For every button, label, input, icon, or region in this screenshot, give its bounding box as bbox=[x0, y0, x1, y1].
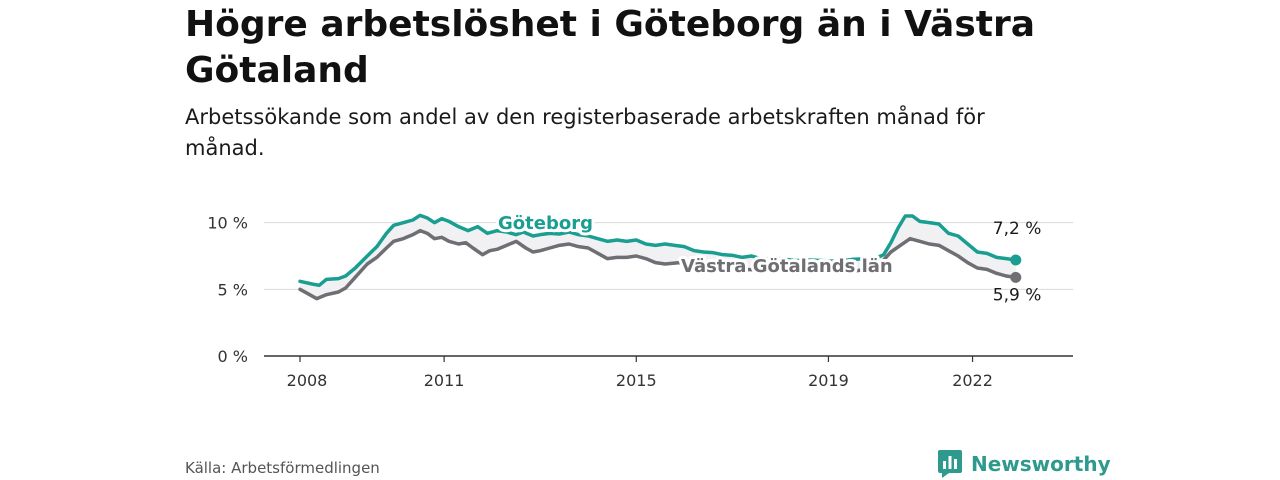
source-note: Källa: Arbetsförmedlingen bbox=[185, 459, 380, 477]
line-chart: 2008 2011 2015 2019 2022 0 % 5 % 10 % 7,2 % 5,9… bbox=[207, 210, 1073, 390]
vastra-gotaland-line bbox=[298, 228, 1018, 301]
x-tick-label: 2019 bbox=[808, 371, 849, 390]
chart-title: Högre arbetslöshet i Göteborg än i Västr… bbox=[185, 4, 1036, 91]
x-tick-label: 2011 bbox=[424, 371, 465, 390]
x-tick-label: 2022 bbox=[952, 371, 993, 390]
series-labels: 7,2 % 5,9 % Göteborg Västra Götalands län bbox=[495, 210, 1042, 305]
vastra-end-value: 5,9 % bbox=[993, 285, 1042, 305]
chart-subtitle: Arbetssökande som andel av den registerb… bbox=[185, 105, 985, 160]
vastra-series-label: Västra Götalands län bbox=[681, 256, 893, 277]
y-tick-label: 0 % bbox=[218, 347, 248, 366]
difference-band bbox=[300, 215, 1016, 299]
series-lines bbox=[298, 213, 1018, 301]
newsworthy-logo-icon bbox=[938, 450, 962, 478]
brand-logo: Newsworthy bbox=[937, 449, 1111, 479]
goteborg-line bbox=[298, 213, 1018, 288]
x-axis-ticks: 2008 2011 2015 2019 2022 bbox=[287, 356, 993, 390]
goteborg-end-marker bbox=[1010, 254, 1022, 266]
goteborg-series-label: Göteborg bbox=[498, 213, 593, 234]
y-axis-ticks: 0 % 5 % 10 % bbox=[207, 214, 248, 366]
x-tick-label: 2015 bbox=[616, 371, 657, 390]
brand-name: Newsworthy bbox=[971, 452, 1111, 476]
x-tick-label: 2008 bbox=[287, 371, 328, 390]
goteborg-end-value: 7,2 % bbox=[993, 219, 1042, 239]
vastra-end-marker bbox=[1010, 271, 1022, 283]
y-tick-label: 10 % bbox=[207, 214, 248, 233]
y-tick-label: 5 % bbox=[218, 280, 248, 299]
